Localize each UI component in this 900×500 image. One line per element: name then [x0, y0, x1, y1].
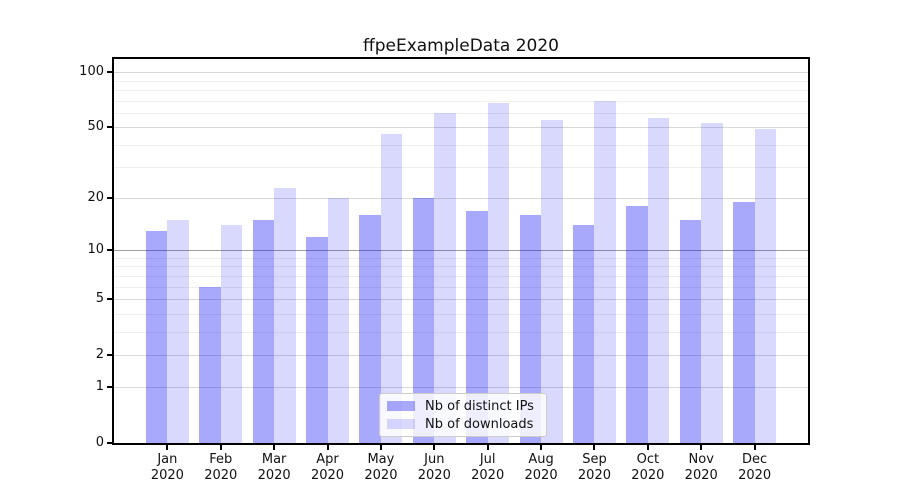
- y-tick-label: 20: [87, 190, 104, 205]
- x-axis-tick: [540, 445, 543, 450]
- bar-distinct_ips-jul: [466, 210, 488, 443]
- bar-downloads-apr: [327, 198, 350, 443]
- gridline-major: [114, 127, 808, 128]
- x-axis-tick: [326, 445, 329, 450]
- gridline-major: [114, 355, 808, 356]
- bar-downloads-dec: [754, 128, 777, 443]
- y-tick-label: 2: [95, 347, 104, 362]
- y-tick-label: 50: [87, 119, 104, 134]
- y-axis-tick: [107, 249, 112, 251]
- y-tick-label: 100: [79, 64, 104, 79]
- y-tick-label: 1: [95, 379, 104, 394]
- x-tick-label: May 2020: [364, 452, 398, 483]
- x-tick-label: Jan 2020: [150, 452, 184, 483]
- x-tick-label: Feb 2020: [204, 452, 238, 483]
- bar-downloads-jun: [434, 112, 456, 443]
- gridline-minor: [114, 101, 808, 102]
- gridline-major: [114, 299, 808, 300]
- gridline-minor: [114, 287, 808, 288]
- x-tick-label: Jun 2020: [417, 452, 451, 483]
- gridline-minor: [114, 90, 808, 91]
- y-tick-label: 10: [87, 242, 104, 257]
- x-tick-label: Jul 2020: [471, 452, 505, 483]
- x-tick-label: Dec 2020: [738, 452, 772, 483]
- x-tick-label: Apr 2020: [310, 452, 345, 483]
- bar-distinct_ips-aug: [519, 215, 542, 443]
- x-axis-tick: [219, 445, 222, 450]
- bar-downloads-aug: [541, 119, 563, 443]
- bar-downloads-may: [380, 133, 403, 443]
- x-axis-tick: [379, 445, 382, 450]
- y-axis-tick: [107, 298, 112, 300]
- x-axis-tick: [273, 445, 276, 450]
- gridline-minor: [114, 332, 808, 333]
- gridline-minor: [114, 276, 808, 277]
- gridline-major: [114, 72, 808, 73]
- x-tick-label: Nov 2020: [684, 452, 718, 483]
- y-tick-label: 5: [95, 291, 104, 306]
- y-axis-tick: [107, 442, 112, 444]
- bar-distinct_ips-jun: [412, 198, 435, 443]
- y-axis-tick: [107, 354, 112, 356]
- x-axis-tick: [753, 445, 756, 450]
- gridline-major: [114, 387, 808, 388]
- bar-distinct_ips-jan: [145, 230, 168, 443]
- gridline-minor: [114, 266, 808, 267]
- gridline-major: [114, 250, 808, 251]
- bar-downloads-sep: [594, 100, 616, 443]
- bar-distinct_ips-sep: [572, 225, 595, 443]
- y-axis-tick: [107, 386, 112, 388]
- y-tick-label: 0: [95, 435, 104, 450]
- x-axis-tick: [166, 445, 169, 450]
- legend-label-downloads: Nb of downloads: [425, 416, 534, 432]
- bar-distinct_ips-nov: [679, 220, 702, 443]
- bar-distinct_ips-oct: [626, 206, 648, 443]
- bar-downloads-feb: [220, 225, 243, 443]
- x-tick-label: Oct 2020: [631, 452, 665, 483]
- legend-swatch-downloads: [387, 419, 415, 429]
- x-axis-tick: [593, 445, 596, 450]
- x-tick-label: Aug 2020: [524, 452, 558, 483]
- bar-distinct_ips-feb: [199, 286, 221, 443]
- y-axis-tick: [107, 126, 112, 128]
- bar-downloads-oct: [647, 118, 670, 443]
- x-tick-label: Mar 2020: [257, 452, 291, 483]
- gridline-minor: [114, 113, 808, 114]
- x-axis-tick: [646, 445, 649, 450]
- legend-item-distinct-ips: Nb of distinct IPs: [387, 399, 538, 414]
- y-axis-tick: [107, 71, 112, 73]
- x-axis-tick: [700, 445, 703, 450]
- chart-title: ffpeExampleData 2020: [363, 36, 559, 56]
- gridline-minor: [114, 81, 808, 82]
- legend: Nb of distinct IPs Nb of downloads: [379, 393, 547, 437]
- bar-distinct_ips-apr: [306, 236, 328, 443]
- bar-distinct_ips-may: [359, 215, 381, 443]
- y-axis-tick: [107, 197, 112, 199]
- x-axis-tick: [486, 445, 489, 450]
- bar-distinct_ips-dec: [733, 202, 755, 443]
- bar-downloads-nov: [701, 122, 723, 443]
- legend-label-distinct-ips: Nb of distinct IPs: [425, 398, 534, 414]
- x-tick-label: Sep 2020: [577, 452, 611, 483]
- bar-downloads-mar: [274, 187, 296, 443]
- gridline-major: [114, 198, 808, 199]
- gridline-minor: [114, 145, 808, 146]
- bar-downloads-jul: [487, 102, 510, 443]
- x-axis-tick: [433, 445, 436, 450]
- gridline-minor: [114, 258, 808, 259]
- gridline-minor: [114, 167, 808, 168]
- gridline-minor: [114, 314, 808, 315]
- bar-downloads-jan: [167, 220, 189, 443]
- bar-distinct_ips-mar: [252, 220, 275, 443]
- legend-swatch-distinct-ips: [387, 401, 415, 411]
- legend-item-downloads: Nb of downloads: [387, 417, 538, 432]
